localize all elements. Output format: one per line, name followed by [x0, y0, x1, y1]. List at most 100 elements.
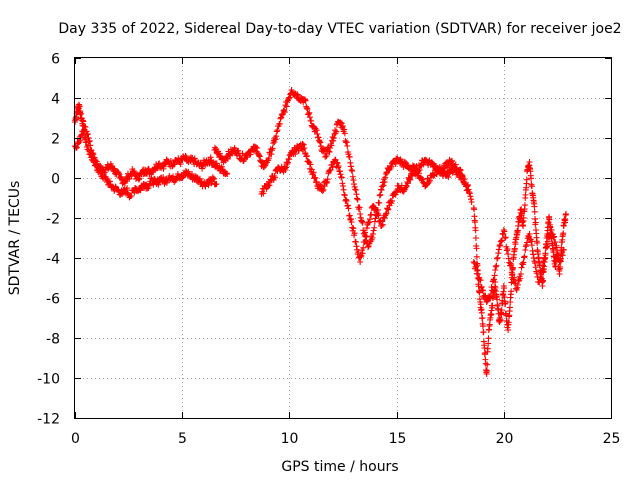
data-point	[302, 97, 309, 104]
data-point	[486, 294, 493, 301]
data-point	[332, 127, 339, 134]
data-point	[552, 239, 559, 245]
data-point	[531, 203, 538, 210]
data-point	[479, 287, 486, 294]
data-point	[189, 171, 196, 178]
data-point	[556, 271, 563, 277]
data-point	[253, 144, 260, 151]
data-point	[320, 186, 327, 193]
data-point	[382, 211, 389, 217]
data-point	[381, 178, 388, 185]
data-point	[513, 285, 520, 292]
data-point	[531, 208, 538, 215]
data-point	[341, 130, 348, 137]
data-point	[358, 218, 365, 225]
data-point	[191, 155, 198, 162]
data-point	[496, 243, 503, 249]
data-point	[283, 164, 290, 171]
y-tick-label: -4	[46, 252, 60, 268]
data-point	[494, 255, 501, 262]
data-point	[344, 202, 351, 209]
data-point	[350, 177, 357, 184]
data-point	[365, 243, 372, 250]
data-point	[350, 225, 357, 232]
data-point	[541, 254, 548, 261]
data-point	[351, 230, 358, 237]
y-tick-labels: 6 4 2 0 -2 -4 -6 -8 -10 -12	[37, 52, 60, 428]
data-point	[505, 255, 512, 262]
data-point	[274, 127, 281, 134]
data-point	[304, 106, 311, 113]
data-point	[356, 204, 363, 211]
data-point	[487, 295, 494, 302]
data-point	[528, 175, 535, 182]
data-point	[102, 173, 109, 180]
data-point	[528, 183, 535, 190]
gridlines	[75, 58, 611, 418]
data-point	[339, 180, 346, 187]
data-point	[538, 269, 545, 276]
data-point	[313, 127, 320, 134]
data-point	[160, 165, 167, 172]
data-point	[277, 115, 284, 122]
data-point	[537, 274, 544, 281]
data-point	[306, 114, 313, 121]
data-point	[359, 250, 366, 257]
data-point	[539, 267, 546, 273]
data-point	[502, 234, 509, 241]
data-point	[273, 128, 280, 135]
data-point	[349, 168, 356, 175]
data-point	[345, 205, 352, 212]
data-point	[471, 206, 478, 213]
data-point	[103, 175, 110, 182]
series-track-d	[258, 140, 475, 265]
data-point	[543, 243, 550, 249]
data-point	[375, 212, 382, 219]
data-point	[341, 126, 348, 133]
data-point	[332, 156, 339, 163]
data-point	[305, 111, 312, 117]
data-point	[467, 193, 474, 200]
data-point	[353, 191, 360, 198]
data-point	[371, 224, 378, 231]
data-point	[328, 142, 335, 149]
y-tick-label: -10	[37, 372, 60, 388]
data-point	[239, 150, 246, 157]
series-track-b	[72, 123, 220, 201]
data-point	[111, 165, 118, 172]
data-point	[494, 296, 501, 303]
data-point	[460, 175, 467, 181]
data-point	[384, 205, 391, 212]
data-point	[90, 151, 97, 158]
data-point	[330, 137, 337, 144]
data-point	[481, 345, 488, 351]
data-point	[497, 238, 504, 245]
data-point	[196, 175, 203, 182]
data-point	[542, 252, 549, 259]
data-point	[369, 234, 376, 241]
data-point	[266, 182, 273, 189]
data-point	[336, 168, 343, 175]
data-point	[372, 206, 379, 213]
data-point	[500, 231, 507, 238]
data-point	[325, 148, 332, 155]
data-point	[337, 119, 344, 126]
data-point	[321, 183, 328, 190]
data-point	[218, 163, 225, 170]
data-point	[300, 141, 307, 148]
data-point	[473, 253, 480, 260]
x-axis-label: GPS time / hours	[281, 459, 398, 475]
data-point	[340, 183, 346, 189]
data-point	[526, 231, 533, 237]
data-point	[85, 134, 92, 141]
data-point	[521, 202, 528, 209]
data-point	[303, 104, 310, 111]
data-point	[128, 192, 135, 199]
data-point	[91, 154, 98, 161]
data-point	[124, 185, 131, 192]
data-point	[557, 257, 564, 264]
data-point	[167, 158, 174, 165]
data-point	[487, 291, 494, 297]
data-point	[548, 226, 555, 233]
